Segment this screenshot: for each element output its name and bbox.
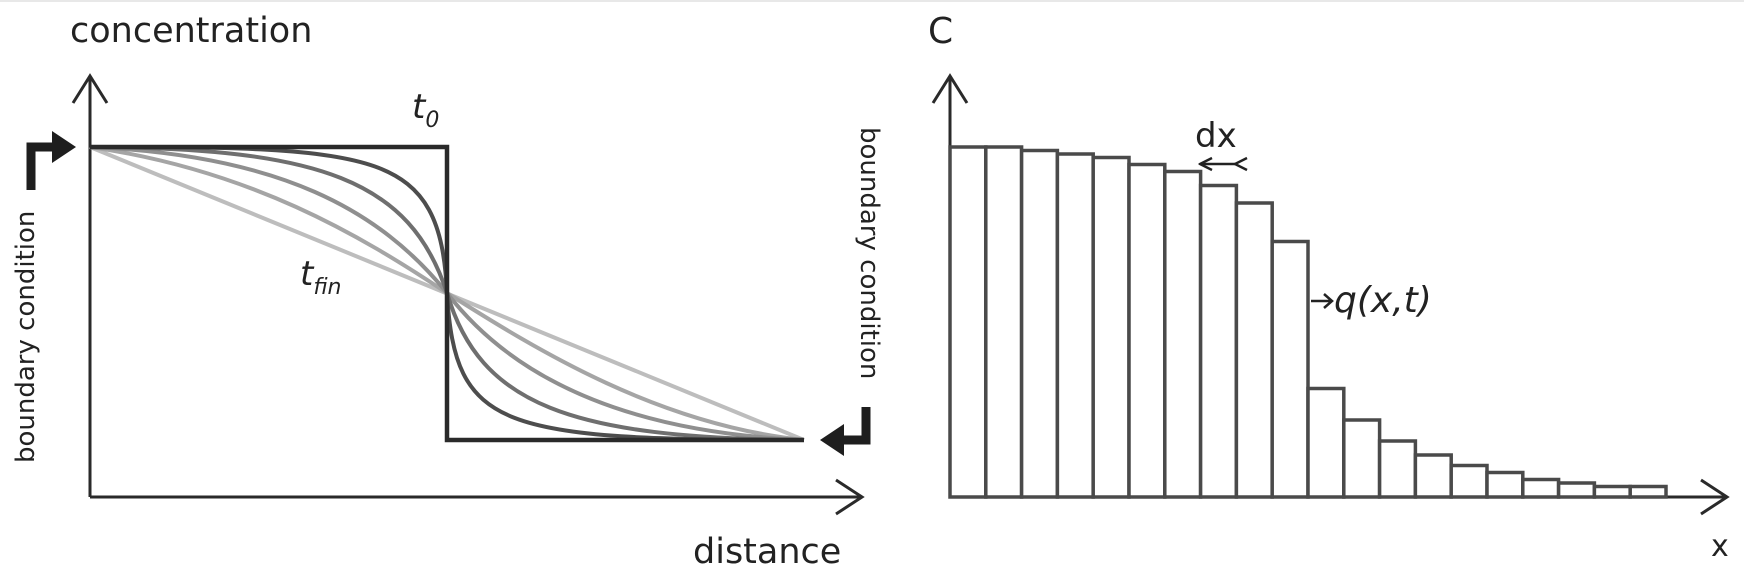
profile-t0 <box>90 144 804 443</box>
flux-label: q(x,t) <box>1334 280 1432 321</box>
concentration-cell <box>984 145 1024 499</box>
right-y-axis-label: C <box>928 11 953 52</box>
right-x-axis-arrow <box>1700 478 1730 516</box>
left-boundary-label: boundary condition <box>11 211 41 463</box>
left-x-axis-arrow <box>835 478 865 516</box>
concentration-cell <box>1234 201 1274 499</box>
concentration-cell <box>1628 484 1668 499</box>
concentration-cell <box>1198 183 1239 499</box>
left-x-axis-label: distance <box>693 532 841 572</box>
concentration-cell <box>1270 239 1310 499</box>
flux-arrow <box>1311 293 1334 309</box>
right-boundary-marker <box>820 407 871 456</box>
concentration-cells <box>948 145 1668 499</box>
dx-label: dx <box>1195 116 1237 156</box>
right-boundary-label: boundary condition <box>854 127 884 379</box>
concentration-cell <box>1449 463 1489 499</box>
right-x-axis-label: x <box>1711 529 1729 564</box>
concentration-cell <box>948 145 988 499</box>
concentration-cell <box>1592 484 1632 499</box>
concentration-cell <box>1091 155 1131 499</box>
right-panel: C x dx q(x,t) <box>928 11 1730 564</box>
t0-label: t0 <box>412 87 439 133</box>
concentration-cell <box>1413 453 1453 499</box>
concentration-cell <box>1163 169 1203 499</box>
concentration-cell <box>1485 470 1525 499</box>
left-y-axis-label: concentration <box>70 11 312 51</box>
concentration-cell <box>1127 162 1167 499</box>
top-divider <box>0 0 1744 2</box>
concentration-cell <box>1306 386 1346 499</box>
left-panel: concentration distance t0 tfin boundary … <box>11 11 884 572</box>
left-boundary-marker <box>26 131 76 190</box>
concentration-cell <box>1342 418 1382 499</box>
concentration-cell <box>1019 148 1060 499</box>
left-y-axis-arrow <box>71 73 109 104</box>
tfin-label: tfin <box>300 254 342 300</box>
right-y-axis-arrow <box>931 73 969 104</box>
concentration-cell <box>1055 152 1095 499</box>
concentration-cell <box>1521 477 1561 499</box>
concentration-profiles <box>89 144 805 443</box>
concentration-cell <box>1377 439 1418 499</box>
concentration-cell <box>1556 481 1597 499</box>
